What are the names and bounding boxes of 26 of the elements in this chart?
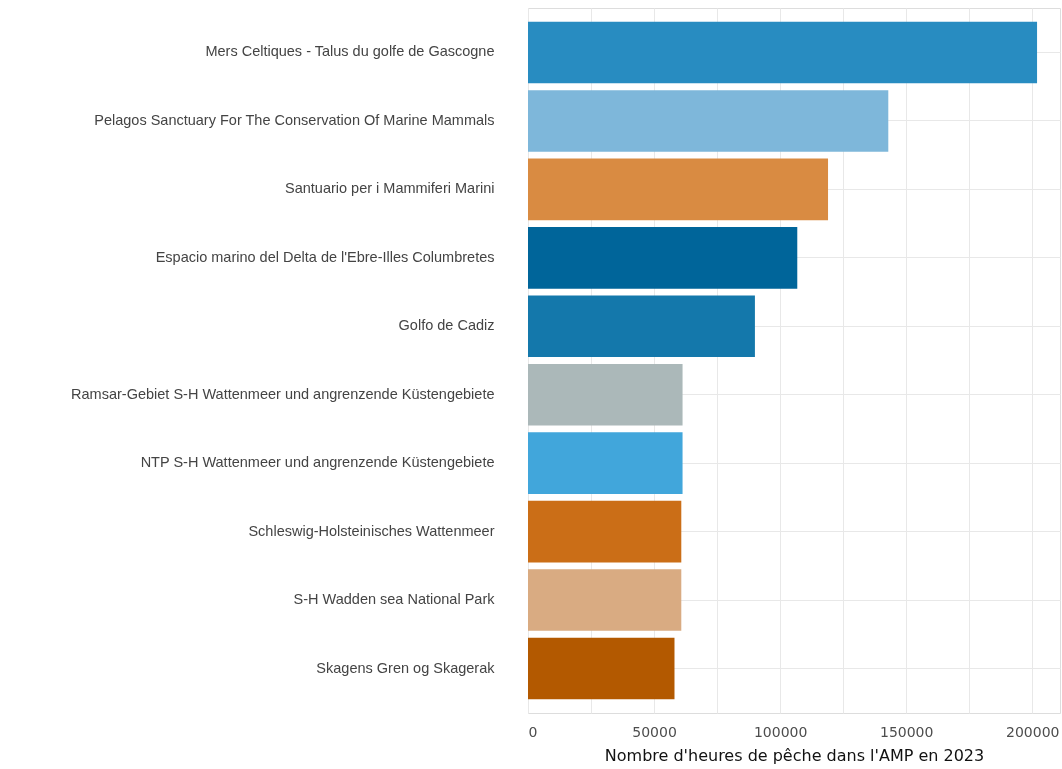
x-tick-label: 150000 xyxy=(879,723,934,740)
x-tick-label: 50000 xyxy=(632,723,677,740)
y-tick-label: Santuario per i Mammiferi Marini xyxy=(284,180,495,197)
x-axis-title: Nombre d'heures de pêche dans l'AMP en 2023 xyxy=(604,745,985,765)
y-tick-label: NTP S-H Wattenmeer und angrenzende Küstengebiete xyxy=(140,454,495,471)
x-tick-label: 200000 xyxy=(1006,723,1060,740)
bar xyxy=(528,90,889,152)
bar xyxy=(528,227,798,289)
bar xyxy=(528,158,829,221)
bar xyxy=(528,569,682,631)
y-tick-label: S-H Wadden sea National Park xyxy=(293,591,496,608)
y-tick-label: Ramsar-Gebiet S-H Wattenmeer und angrenzende Küstengebiete xyxy=(71,385,495,402)
bar xyxy=(528,295,755,358)
bar xyxy=(528,21,1038,84)
y-tick-label: Espacio marino del Delta de l'Ebre-Illes Columbretes xyxy=(155,248,495,265)
y-tick-label: Skagens Gren og Skagerak xyxy=(316,659,496,676)
bar xyxy=(528,432,683,494)
bar xyxy=(528,363,683,426)
x-tick-label: 100000 xyxy=(753,723,808,740)
bar xyxy=(528,637,675,700)
y-tick-label: Schleswig-Holsteinisches Wattenmeer xyxy=(248,522,495,539)
y-tick-label: Golfo de Cadiz xyxy=(398,317,495,334)
bar xyxy=(528,500,682,563)
x-tick-label: 0 xyxy=(528,723,538,740)
y-tick-label: Mers Celtiques - Talus du golfe de Gascogne xyxy=(205,43,495,60)
y-tick-label: Pelagos Sanctuary For The Conservation Of Marine Mammals xyxy=(94,111,495,128)
